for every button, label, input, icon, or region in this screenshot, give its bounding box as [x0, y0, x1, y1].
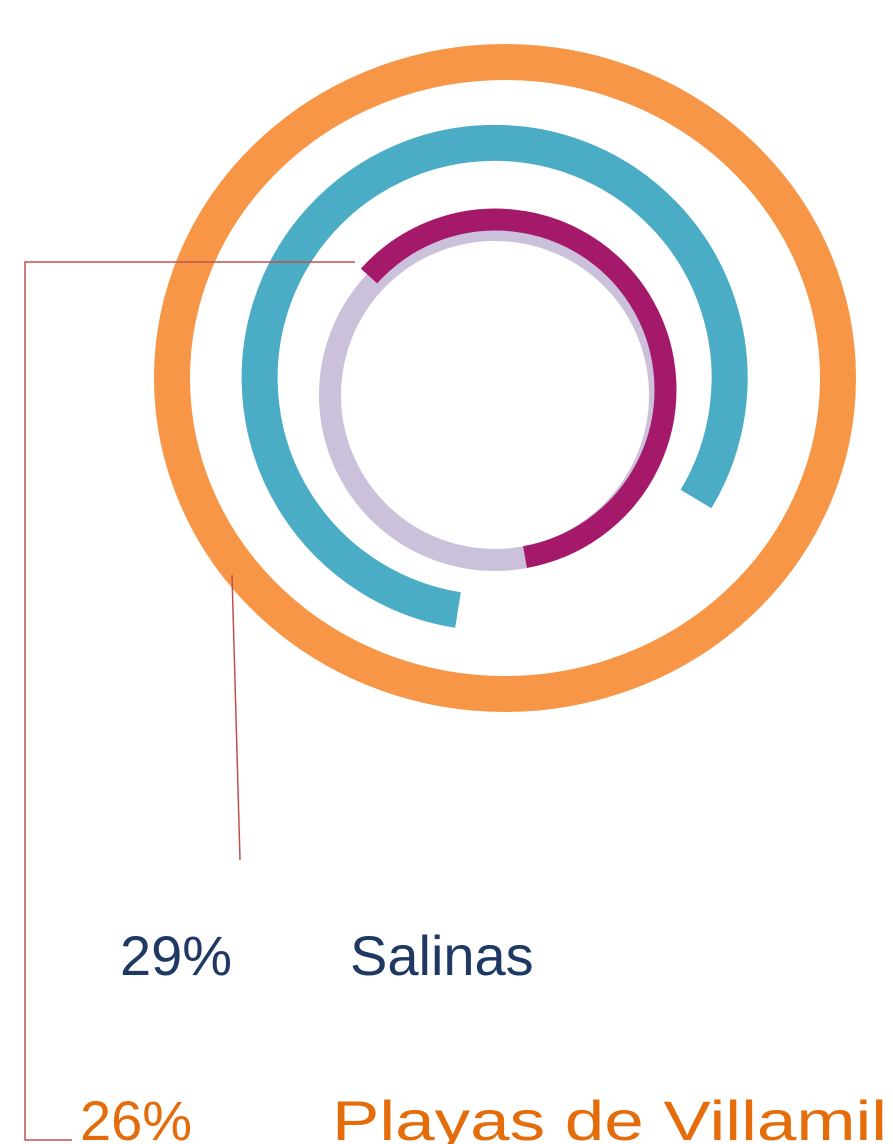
leader-line	[24, 261, 355, 1141]
outer-ring	[154, 44, 856, 712]
leader-line	[231, 574, 241, 861]
percent-label: 26%	[80, 1089, 192, 1144]
item-label: Salinas	[350, 924, 534, 987]
item-label: Playas de Villamil	[332, 1089, 887, 1144]
percent-label: 29%	[120, 924, 232, 987]
middle-arc	[241, 124, 748, 628]
inner-arc	[360, 208, 677, 568]
